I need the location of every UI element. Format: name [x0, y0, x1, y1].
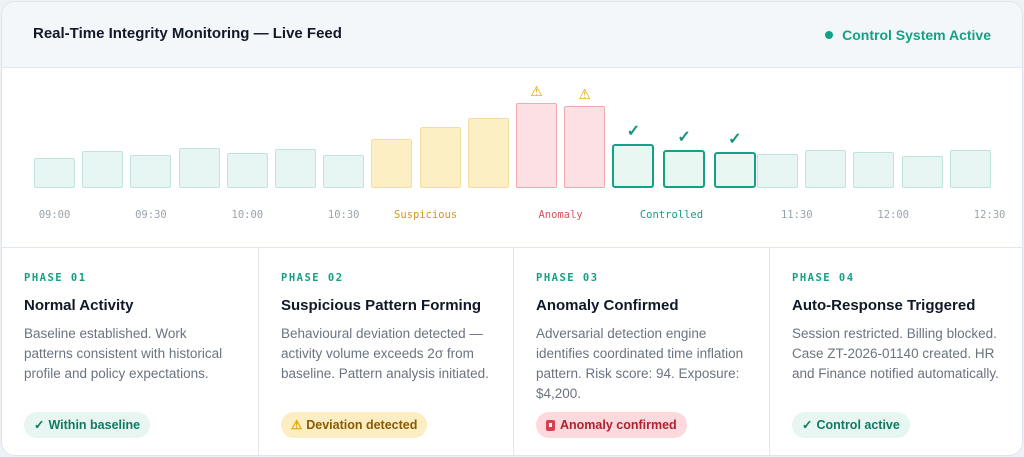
warning-icon: ⚠ — [291, 418, 303, 432]
badge-label: Deviation detected — [306, 418, 418, 432]
activity-timeline-chart: ⚠ ⚠ ✓ ✓ ✓ 09:00 09:30 10:00 10:30 Suspicious Anoma… — [2, 68, 1022, 247]
timeline-bar-normal — [130, 155, 172, 188]
check-icon: ✓ — [34, 418, 45, 432]
phase-title: Normal Activity — [24, 297, 134, 314]
warning-icon: ⚠ — [530, 83, 543, 99]
phase-description: Adversarial detection engine identifies … — [536, 326, 744, 401]
phase-card-04: PHASE 04 Auto-Response Triggered Session… — [769, 248, 1022, 455]
phase-card-01: PHASE 01 Normal Activity Baseline establ… — [2, 248, 258, 455]
badge-label: Anomaly confirmed — [560, 418, 677, 432]
phase-description: Behavioural deviation detected — activit… — [281, 326, 489, 381]
timeline-bar-controlled — [713, 152, 756, 188]
phase-card-03: PHASE 03 Anomaly Confirmed Adversarial d… — [513, 248, 769, 455]
status-badge: ✓ Within baseline — [24, 412, 151, 438]
phase-number: PHASE 03 — [536, 272, 599, 284]
phase-number: PHASE 01 — [24, 272, 87, 284]
timeline-bar-normal — [226, 153, 268, 188]
timeline-tick-label: Controlled — [639, 209, 704, 221]
timeline-tick-label: 09:00 — [38, 209, 71, 221]
timeline-bar-normal — [275, 149, 316, 188]
timeline-tick-label: 10:30 — [327, 209, 360, 221]
timeline-tick-label: 11:30 — [780, 209, 813, 221]
phase-card-02: PHASE 02 Suspicious Pattern Forming Beha… — [258, 248, 513, 455]
timeline-bar-controlled — [612, 144, 655, 188]
timeline-tick-label: Suspicious — [394, 209, 458, 221]
check-icon: ✓ — [677, 129, 691, 146]
timeline-tick-label: 10:00 — [231, 209, 264, 221]
badge-label: Within baseline — [48, 418, 141, 432]
status-label: Control System Active — [842, 27, 991, 43]
status-dot-icon — [825, 31, 834, 39]
timeline-bar-suspicious — [467, 118, 509, 188]
phases-row: PHASE 01 Normal Activity Baseline establ… — [2, 247, 1022, 455]
timeline-bar-controlled — [663, 150, 706, 188]
phase-title: Anomaly Confirmed — [536, 297, 679, 314]
status-badge: Anomaly confirmed — [536, 412, 687, 438]
timeline-bar-normal — [949, 150, 991, 188]
timeline-bar-normal — [757, 154, 798, 188]
alert-icon — [546, 419, 555, 431]
phase-title: Auto-Response Triggered — [792, 297, 976, 314]
phase-description: Session restricted. Billing blocked. Cas… — [792, 326, 999, 381]
check-icon: ✓ — [626, 123, 641, 140]
timeline-bar-normal — [853, 152, 895, 188]
timeline-bar-normal — [178, 148, 220, 188]
phase-number: PHASE 04 — [792, 272, 855, 284]
timeline-bar-suspicious — [371, 139, 413, 188]
page-title: Real-Time Integrity Monitoring — Live Fe… — [33, 25, 342, 42]
timeline-bar-anomaly — [564, 106, 606, 188]
timeline-bar-normal — [82, 151, 124, 188]
check-icon: ✓ — [802, 418, 813, 432]
status-badge: ✓ Control active — [792, 412, 910, 438]
timeline-bar-anomaly — [516, 103, 557, 188]
status-indicator: Control System Active — [825, 27, 991, 43]
phase-title: Suspicious Pattern Forming — [281, 297, 482, 314]
timeline-bar-normal — [805, 150, 847, 188]
timeline-tick-label: 09:30 — [135, 209, 167, 221]
phase-number: PHASE 02 — [281, 272, 344, 284]
timeline-bar-suspicious — [419, 127, 461, 188]
timeline-bar-normal — [323, 155, 365, 188]
timeline-tick-label: Anomaly — [538, 209, 583, 221]
badge-label: Control active — [816, 418, 900, 432]
phase-description: Baseline established. Work patterns cons… — [24, 326, 223, 381]
warning-icon: ⚠ — [578, 86, 591, 102]
status-badge: ⚠ Deviation detected — [281, 412, 428, 438]
timeline-tick-label: 12:30 — [973, 209, 1006, 221]
card-header: Real-Time Integrity Monitoring — Live Fe… — [2, 2, 1022, 68]
timeline-tick-label: 12:00 — [877, 209, 909, 221]
timeline-bar-normal — [901, 156, 943, 188]
timeline-bar-normal — [34, 158, 75, 188]
check-icon: ✓ — [728, 131, 742, 148]
